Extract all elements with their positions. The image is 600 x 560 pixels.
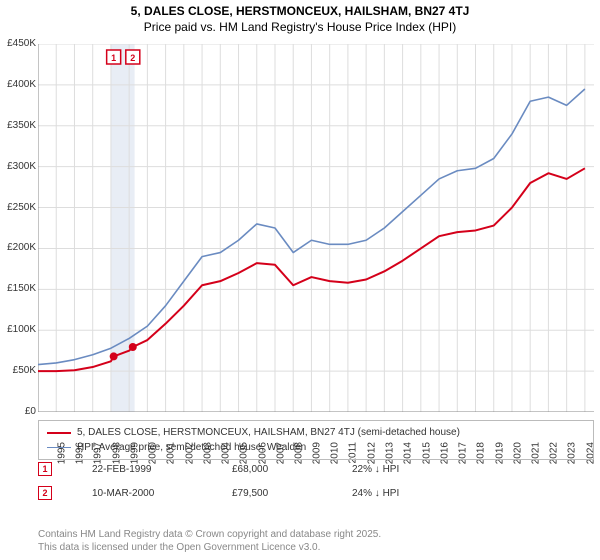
legend: 5, DALES CLOSE, HERSTMONCEUX, HAILSHAM, … [38, 420, 594, 460]
y-axis-tick-label: £450K [0, 38, 36, 49]
footer-attribution: Contains HM Land Registry data © Crown c… [38, 528, 381, 554]
y-axis-tick-label: £0 [0, 406, 36, 417]
y-axis-tick-label: £150K [0, 283, 36, 294]
transaction-price: £79,500 [232, 488, 312, 499]
y-axis-tick-label: £100K [0, 324, 36, 335]
legend-swatch [47, 447, 71, 449]
legend-label: 5, DALES CLOSE, HERSTMONCEUX, HAILSHAM, … [77, 427, 460, 438]
svg-text:2: 2 [130, 53, 135, 63]
y-axis-tick-label: £400K [0, 79, 36, 90]
transaction-row: 2 10-MAR-2000 £79,500 24% ↓ HPI [38, 486, 594, 500]
y-axis-tick-label: £250K [0, 202, 36, 213]
legend-item: 5, DALES CLOSE, HERSTMONCEUX, HAILSHAM, … [47, 425, 585, 440]
transaction-row: 1 22-FEB-1999 £68,000 22% ↓ HPI [38, 462, 594, 476]
page-title-line2: Price paid vs. HM Land Registry's House … [0, 20, 600, 34]
y-axis-tick-label: £300K [0, 161, 36, 172]
page-title-line1: 5, DALES CLOSE, HERSTMONCEUX, HAILSHAM, … [0, 4, 600, 18]
transaction-delta: 22% ↓ HPI [352, 464, 399, 475]
legend-item: HPI: Average price, semi-detached house,… [47, 440, 585, 455]
transaction-marker-icon: 1 [38, 462, 52, 476]
legend-label: HPI: Average price, semi-detached house,… [77, 442, 306, 453]
legend-swatch [47, 432, 71, 434]
svg-text:1: 1 [111, 53, 116, 63]
y-axis-tick-label: £350K [0, 120, 36, 131]
chart: 12 [38, 44, 594, 412]
transaction-marker-icon: 2 [38, 486, 52, 500]
y-axis-tick-label: £200K [0, 242, 36, 253]
transaction-date: 22-FEB-1999 [92, 464, 192, 475]
transaction-price: £68,000 [232, 464, 312, 475]
transaction-delta: 24% ↓ HPI [352, 488, 399, 499]
transaction-date: 10-MAR-2000 [92, 488, 192, 499]
y-axis-tick-label: £50K [0, 365, 36, 376]
